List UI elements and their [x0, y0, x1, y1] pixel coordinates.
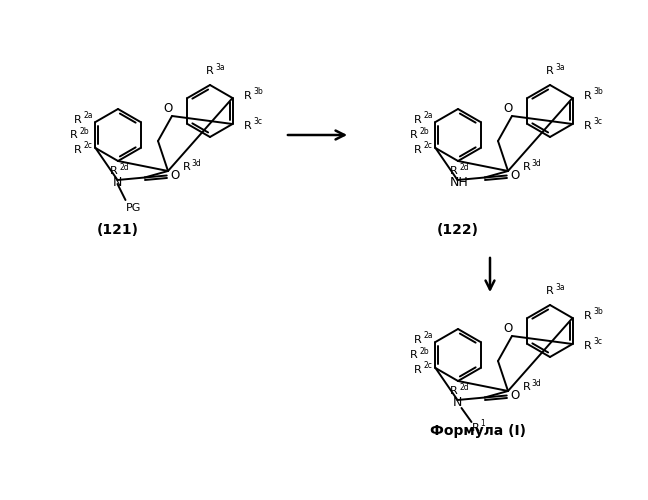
Text: R: R	[584, 121, 592, 131]
Text: R: R	[414, 365, 422, 375]
Text: 3b: 3b	[593, 88, 603, 96]
Text: 3b: 3b	[253, 88, 262, 96]
Text: 3a: 3a	[555, 282, 564, 292]
Text: R: R	[183, 162, 191, 172]
Text: R: R	[414, 335, 422, 345]
Text: NH: NH	[450, 176, 469, 188]
Text: 3a: 3a	[555, 62, 564, 72]
Text: R: R	[110, 166, 118, 176]
Text: R: R	[410, 130, 418, 140]
Text: (122): (122)	[437, 223, 479, 237]
Text: 2c: 2c	[423, 142, 432, 150]
Text: R: R	[472, 423, 480, 433]
Text: R: R	[546, 286, 554, 296]
Text: R: R	[74, 115, 82, 125]
Text: O: O	[510, 389, 519, 402]
Text: 3d: 3d	[192, 159, 202, 168]
Text: 2c: 2c	[83, 142, 92, 150]
Text: R: R	[70, 130, 78, 140]
Text: 2b: 2b	[419, 126, 428, 136]
Text: O: O	[510, 169, 519, 182]
Text: Формула (I): Формула (I)	[430, 424, 526, 438]
Text: 3c: 3c	[253, 118, 262, 126]
Text: 1: 1	[480, 420, 485, 428]
Text: R: R	[523, 162, 531, 172]
Text: R: R	[450, 166, 458, 176]
Text: O: O	[170, 169, 179, 182]
Text: R: R	[584, 91, 592, 101]
Text: R: R	[450, 386, 458, 396]
Text: R: R	[584, 311, 592, 321]
Text: 2a: 2a	[423, 112, 432, 120]
Text: 3d: 3d	[532, 379, 542, 388]
Text: N: N	[453, 396, 462, 408]
Text: 2d: 2d	[459, 382, 469, 392]
Text: O: O	[503, 102, 513, 114]
Text: PG: PG	[126, 203, 141, 213]
Text: N: N	[113, 176, 122, 188]
Text: R: R	[523, 382, 531, 392]
Text: R: R	[74, 145, 82, 155]
Text: 2c: 2c	[423, 362, 432, 370]
Text: R: R	[206, 66, 214, 76]
Text: R: R	[410, 350, 418, 360]
Text: 2d: 2d	[119, 162, 128, 172]
Text: 2b: 2b	[79, 126, 89, 136]
Text: (121): (121)	[97, 223, 139, 237]
Text: 2d: 2d	[459, 162, 469, 172]
Text: 2b: 2b	[419, 346, 428, 356]
Text: 3d: 3d	[532, 159, 542, 168]
Text: R: R	[414, 115, 422, 125]
Text: R: R	[546, 66, 554, 76]
Text: 3a: 3a	[215, 62, 225, 72]
Text: R: R	[244, 121, 252, 131]
Text: R: R	[584, 341, 592, 351]
Text: O: O	[163, 102, 172, 114]
Text: O: O	[503, 322, 513, 334]
Text: 3c: 3c	[593, 338, 602, 346]
Text: 3b: 3b	[593, 308, 603, 316]
Text: R: R	[414, 145, 422, 155]
Text: 2a: 2a	[423, 332, 432, 340]
Text: R: R	[244, 91, 252, 101]
Text: 3c: 3c	[593, 118, 602, 126]
Text: 2a: 2a	[83, 112, 93, 120]
